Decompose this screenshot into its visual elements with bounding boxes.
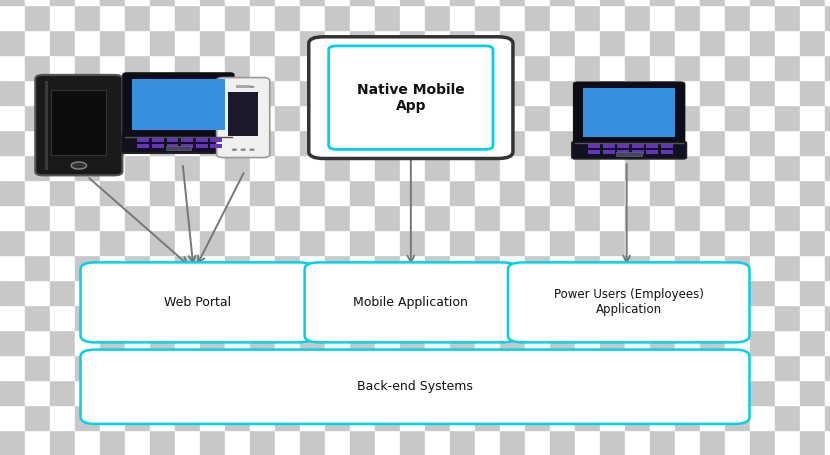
Bar <box>647 144 658 148</box>
FancyBboxPatch shape <box>35 75 123 175</box>
FancyBboxPatch shape <box>217 77 270 157</box>
FancyBboxPatch shape <box>572 142 686 159</box>
Bar <box>632 150 644 154</box>
FancyBboxPatch shape <box>121 135 236 153</box>
Bar <box>196 138 208 142</box>
FancyBboxPatch shape <box>309 37 513 158</box>
Bar <box>196 144 208 148</box>
Bar <box>603 144 614 148</box>
Text: Power Users (Employees)
Application: Power Users (Employees) Application <box>554 288 704 316</box>
Bar <box>618 144 629 148</box>
Bar <box>210 144 222 148</box>
Bar <box>210 138 222 142</box>
Bar <box>603 150 614 154</box>
Bar <box>167 138 178 142</box>
FancyBboxPatch shape <box>123 73 234 137</box>
Bar <box>51 90 106 155</box>
Circle shape <box>232 148 237 151</box>
Bar <box>138 144 149 148</box>
FancyBboxPatch shape <box>508 263 749 342</box>
FancyBboxPatch shape <box>81 349 749 424</box>
Bar <box>152 138 164 142</box>
Bar <box>632 144 644 148</box>
FancyBboxPatch shape <box>81 263 314 342</box>
Circle shape <box>250 86 254 88</box>
Bar <box>661 150 673 154</box>
Bar <box>647 150 658 154</box>
Bar <box>167 144 178 148</box>
Text: Mobile Application: Mobile Application <box>354 296 468 309</box>
Circle shape <box>71 162 86 169</box>
Bar <box>132 80 225 131</box>
Bar <box>661 144 673 148</box>
Bar <box>45 81 48 170</box>
Bar <box>152 144 164 148</box>
FancyBboxPatch shape <box>305 263 517 342</box>
Bar <box>138 138 149 142</box>
Bar <box>616 152 642 156</box>
Bar <box>588 150 600 154</box>
Bar <box>181 138 193 142</box>
Bar <box>618 150 629 154</box>
Circle shape <box>249 148 255 151</box>
Bar <box>228 91 258 136</box>
Text: Native Mobile
App: Native Mobile App <box>357 82 465 113</box>
Text: Back-end Systems: Back-end Systems <box>357 380 473 393</box>
Bar <box>165 146 192 150</box>
Bar <box>588 144 600 148</box>
FancyBboxPatch shape <box>329 46 493 149</box>
Circle shape <box>241 148 246 151</box>
Text: Web Portal: Web Portal <box>164 296 231 309</box>
Bar <box>236 85 251 88</box>
Bar <box>583 88 676 137</box>
FancyBboxPatch shape <box>574 82 685 143</box>
Bar <box>181 144 193 148</box>
